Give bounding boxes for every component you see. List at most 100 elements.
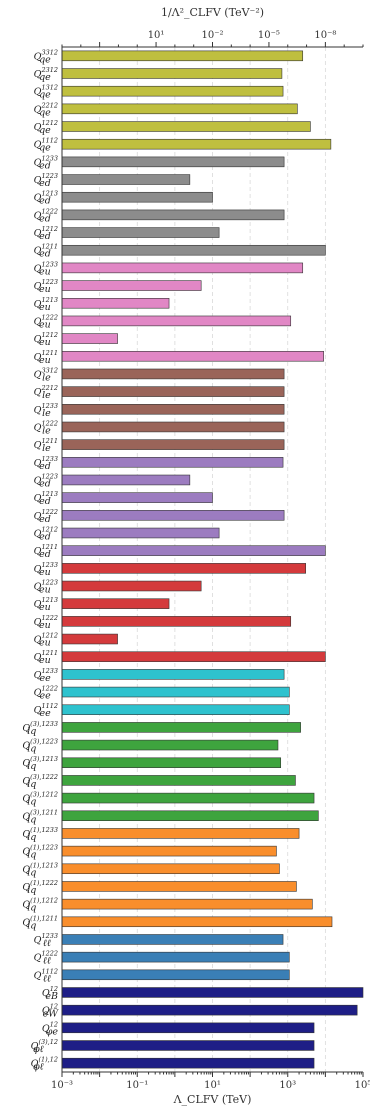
bar [62, 440, 284, 450]
x-tick-label: 10⁵ [355, 1080, 370, 1091]
category-subscript: lq [27, 761, 36, 772]
category-subscript: eu [39, 585, 51, 596]
category-subscript: lq [27, 779, 36, 790]
bar [62, 245, 325, 255]
bar [62, 599, 169, 609]
category-subscript: ℓℓ [43, 973, 51, 984]
category-subscript: lq [27, 726, 36, 737]
category-subscript: le [42, 390, 51, 401]
bar [62, 210, 284, 220]
bar [62, 952, 289, 962]
bar [62, 192, 213, 202]
category-subscript: qe [39, 107, 51, 118]
bar [62, 316, 291, 326]
category-subscript: eB [45, 991, 58, 1002]
bar [62, 281, 201, 291]
top-tick-label: 10⁻⁸ [314, 30, 336, 41]
bar [62, 1005, 357, 1015]
bar [62, 616, 291, 626]
category-subscript: ℓℓ [43, 938, 51, 949]
bar [62, 457, 283, 467]
category-subscript: lq [27, 744, 36, 755]
bar [62, 546, 325, 556]
bar [62, 510, 284, 520]
bar [62, 528, 219, 538]
bar [62, 687, 289, 697]
bar [62, 828, 299, 838]
bar [62, 51, 303, 61]
category-subscript: eW [43, 1009, 60, 1020]
bar [62, 404, 284, 414]
category-subscript: le [42, 443, 51, 454]
category-subscript: ed [39, 213, 51, 224]
category-subscript: ee [40, 691, 52, 702]
category-subscript: ed [39, 531, 51, 542]
category-subscript: lq [27, 885, 36, 896]
bar [62, 970, 289, 980]
x-tick-label: 10⁻¹ [126, 1080, 148, 1091]
category-subscript: lq [27, 867, 36, 878]
bar [62, 775, 295, 785]
category-subscript: qe [39, 125, 51, 136]
category-subscript: qe [39, 90, 51, 101]
category-label-layer: Q3312qeQ2312qeQ1312qeQ2212qeQ1212qeQ1112… [22, 48, 59, 1072]
category-subscript: ed [39, 478, 51, 489]
category-subscript: qe [39, 72, 51, 83]
bar [62, 864, 279, 874]
category-subscript: lq [27, 814, 36, 825]
category-subscript: eu [39, 602, 51, 613]
bar [62, 652, 325, 662]
category-subscript: ed [39, 231, 51, 242]
bar [62, 422, 284, 432]
x-tick-label: 10⁻³ [51, 1080, 73, 1091]
category-subscript: ed [39, 178, 51, 189]
bar [62, 69, 282, 79]
x-axis-title: Λ_CLFV (TeV) [173, 1093, 252, 1106]
top-tick-label: 10¹ [148, 30, 165, 41]
category-subscript: ed [39, 496, 51, 507]
bar [62, 175, 190, 185]
bar [62, 104, 297, 114]
bar [62, 581, 201, 591]
category-subscript: φe [46, 1026, 59, 1037]
bar [62, 935, 283, 945]
category-subscript: qe [39, 54, 51, 65]
category-subscript: lq [27, 920, 36, 931]
axis-layer: 10⁻³ 10⁻¹ 10¹ 10³ 10⁵ 10¹ 10⁻² 10⁻⁵ 10⁻⁸ [51, 30, 370, 1091]
bar [62, 1041, 314, 1051]
category-subscript: ed [39, 461, 51, 472]
category-subscript: ee [40, 708, 52, 719]
bar [62, 263, 303, 273]
category-subscript: eu [39, 620, 51, 631]
category-subscript: ed [39, 549, 51, 560]
category-subscript: lq [27, 903, 36, 914]
category-subscript: φℓ [33, 1044, 44, 1055]
category-subscript: ed [39, 196, 51, 207]
category-subscript: eu [39, 567, 51, 578]
category-subscript: eu [39, 302, 51, 313]
bar [62, 811, 318, 821]
bar [62, 157, 284, 167]
category-subscript: φℓ [33, 1062, 44, 1073]
bar [62, 493, 213, 503]
bar [62, 669, 284, 679]
category-subscript: ee [40, 673, 52, 684]
category-subscript: ed [39, 249, 51, 260]
category-subscript: lq [27, 832, 36, 843]
bar [62, 122, 310, 132]
category-subscript: lq [27, 850, 36, 861]
bar [62, 334, 118, 344]
category-subscript: ℓℓ [43, 956, 51, 967]
bar [62, 740, 278, 750]
category-subscript: le [42, 408, 51, 419]
bar [62, 351, 324, 361]
x-tick-label: 10³ [279, 1080, 296, 1091]
bar [62, 475, 190, 485]
top-tick-label: 10⁻² [201, 30, 223, 41]
category-subscript: le [42, 425, 51, 436]
category-subscript: eu [39, 655, 51, 666]
category-subscript: eu [39, 355, 51, 366]
bar [62, 86, 283, 96]
top-x-axis-title: 1/Λ²_CLFV (TeV⁻²) [161, 6, 264, 19]
